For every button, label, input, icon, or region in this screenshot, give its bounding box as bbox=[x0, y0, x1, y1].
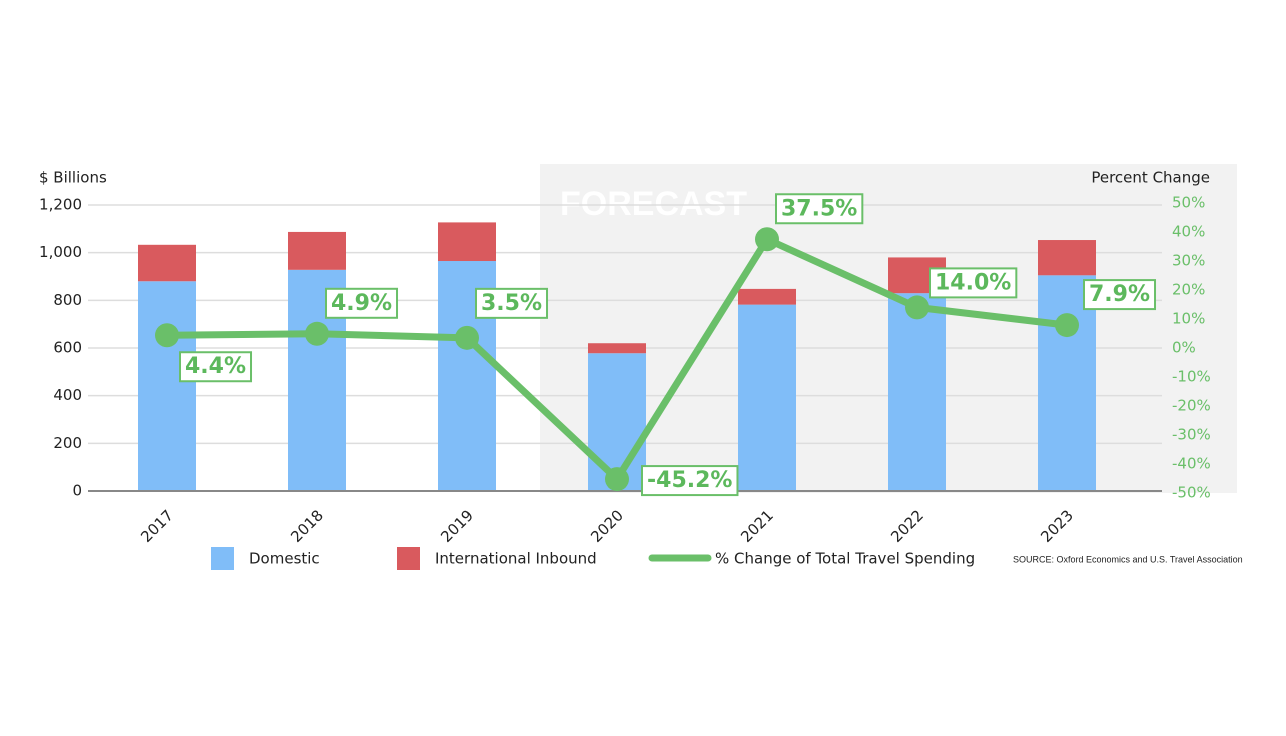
line-marker bbox=[455, 325, 479, 350]
bar bbox=[588, 343, 646, 354]
label-box bbox=[325, 287, 399, 319]
bar bbox=[888, 293, 946, 491]
value-label: 14.0% bbox=[935, 270, 1011, 295]
legend-label: International Inbound bbox=[435, 550, 597, 568]
forecast-label: FORECAST bbox=[560, 185, 747, 223]
y2-tick-label: -20% bbox=[1172, 397, 1211, 415]
value-label: 7.9% bbox=[1089, 282, 1150, 307]
label-box bbox=[179, 351, 253, 383]
x-tick-label: 2018 bbox=[287, 506, 327, 546]
bar bbox=[138, 281, 196, 491]
value-label: 37.5% bbox=[781, 196, 857, 221]
y2-tick-label: 50% bbox=[1172, 194, 1205, 212]
y-tick-label: 400 bbox=[53, 386, 82, 404]
x-tick-label: 2020 bbox=[587, 506, 627, 546]
bar bbox=[738, 288, 796, 305]
value-label-box: 4.9% bbox=[325, 287, 399, 319]
y2-tick-label: 10% bbox=[1172, 310, 1205, 328]
label-box bbox=[1083, 279, 1157, 311]
y2-tick-label: 0% bbox=[1172, 339, 1196, 357]
y2-tick-label: 30% bbox=[1172, 252, 1205, 270]
line-marker bbox=[905, 295, 929, 320]
line-marker bbox=[1055, 313, 1079, 338]
line-marker bbox=[155, 323, 179, 348]
y-tick-label: 1,000 bbox=[39, 243, 82, 261]
value-label-box: -45.2% bbox=[641, 465, 739, 497]
legend-label: Domestic bbox=[249, 550, 320, 568]
line-marker bbox=[755, 227, 779, 252]
x-tick-label: 2017 bbox=[137, 506, 177, 546]
y2-tick-label: -30% bbox=[1172, 426, 1211, 444]
bar bbox=[288, 231, 346, 270]
legend-swatch bbox=[397, 547, 420, 570]
y-tick-label: 1,200 bbox=[39, 196, 82, 214]
y-tick-label: 600 bbox=[53, 339, 82, 357]
value-label-box: 4.4% bbox=[179, 351, 253, 383]
y2-axis-title: Percent Change bbox=[1091, 169, 1210, 187]
value-label-box: 37.5% bbox=[775, 193, 864, 225]
label-box bbox=[475, 287, 549, 319]
y-tick-label: 200 bbox=[53, 434, 82, 452]
x-tick-label: 2021 bbox=[737, 506, 777, 546]
x-tick-label: 2019 bbox=[437, 506, 477, 546]
bar bbox=[438, 222, 496, 262]
value-label-box: 3.5% bbox=[475, 287, 549, 319]
bar bbox=[738, 304, 796, 491]
label-box bbox=[775, 193, 864, 225]
value-label-box: 14.0% bbox=[929, 267, 1018, 299]
label-box bbox=[641, 465, 739, 497]
y-axis-title: $ Billions bbox=[39, 169, 107, 187]
legend-label: % Change of Total Travel Spending bbox=[715, 550, 975, 568]
source: SOURCE: Oxford Economics and U.S. Travel… bbox=[1013, 554, 1243, 564]
y2-tick-label: 40% bbox=[1172, 223, 1205, 241]
y2-tick-label: -50% bbox=[1172, 484, 1211, 502]
label-box bbox=[929, 267, 1018, 299]
y-tick-label: 0 bbox=[72, 482, 82, 500]
legend-swatch bbox=[211, 547, 234, 570]
y2-tick-label: -10% bbox=[1172, 368, 1211, 386]
y2-tick-label: -40% bbox=[1172, 455, 1211, 473]
line-marker bbox=[605, 467, 629, 492]
bar bbox=[1038, 275, 1096, 491]
value-label: 4.4% bbox=[185, 354, 246, 379]
bar bbox=[1038, 240, 1096, 276]
value-label: 3.5% bbox=[481, 291, 542, 316]
line-marker bbox=[305, 321, 329, 346]
value-label-box: 7.9% bbox=[1083, 279, 1157, 311]
x-tick-label: 2023 bbox=[1037, 506, 1077, 546]
value-label: -45.2% bbox=[647, 468, 732, 493]
bar bbox=[138, 244, 196, 282]
x-tick-label: 2022 bbox=[887, 506, 927, 546]
y2-tick-label: 20% bbox=[1172, 281, 1205, 299]
value-label: 4.9% bbox=[331, 291, 392, 316]
y-tick-label: 800 bbox=[53, 291, 82, 309]
